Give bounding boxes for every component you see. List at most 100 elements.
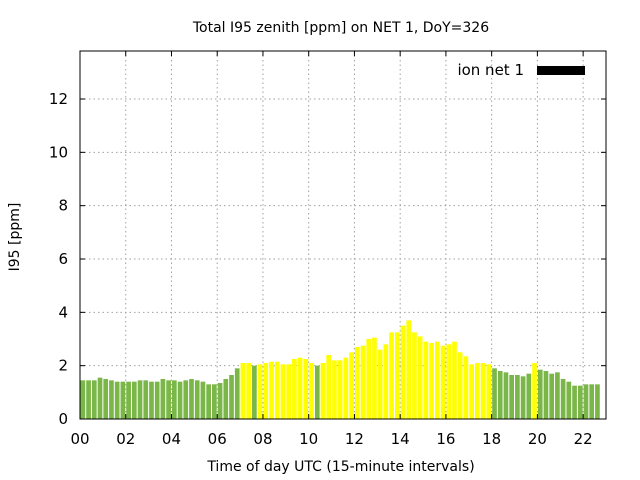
bar <box>131 381 137 419</box>
bar <box>589 384 595 419</box>
bar <box>166 380 171 419</box>
bar <box>595 384 600 419</box>
bar <box>257 364 263 419</box>
bar <box>486 364 492 419</box>
bar <box>269 361 274 419</box>
bar <box>314 365 320 419</box>
bar <box>332 360 337 419</box>
bar <box>200 381 206 419</box>
bars <box>80 320 600 419</box>
bar <box>303 359 309 419</box>
bar <box>532 363 537 419</box>
bar <box>377 349 383 419</box>
bar <box>114 381 120 419</box>
bar <box>154 381 160 419</box>
bar <box>349 352 354 419</box>
bar <box>446 344 452 419</box>
bar <box>149 381 154 419</box>
bar <box>91 380 97 419</box>
bar <box>280 364 286 419</box>
bar <box>217 383 223 419</box>
bar <box>223 379 229 419</box>
bar <box>452 341 457 419</box>
bar <box>463 356 469 419</box>
bar <box>497 371 503 419</box>
bar <box>229 375 234 419</box>
bar <box>206 384 211 419</box>
bar <box>572 385 577 419</box>
bar <box>457 352 463 419</box>
x-tick-label: 08 <box>253 430 272 448</box>
bar <box>354 347 360 419</box>
y-tick-label: 6 <box>58 250 68 268</box>
bar <box>434 341 440 419</box>
x-tick-label: 06 <box>208 430 227 448</box>
bar <box>526 373 532 419</box>
y-tick-label: 2 <box>58 357 68 375</box>
x-tick-label: 20 <box>528 430 547 448</box>
bar <box>566 381 572 419</box>
bar <box>543 371 549 419</box>
bar <box>274 361 280 419</box>
bar <box>86 380 91 419</box>
grid <box>80 51 606 419</box>
bar <box>515 375 520 419</box>
bar <box>406 320 412 419</box>
bar <box>475 363 480 419</box>
bar <box>143 380 149 419</box>
y-tick-labels: 0 2 4 6 8 10 12 <box>49 90 68 428</box>
bar <box>394 332 400 419</box>
y-tick-label: 0 <box>58 410 68 428</box>
bar <box>400 325 406 419</box>
bar <box>189 379 194 419</box>
bar <box>503 372 509 419</box>
bar <box>120 381 126 419</box>
bar <box>252 365 257 419</box>
bar <box>360 345 366 419</box>
bar <box>234 368 240 419</box>
bar <box>194 380 200 419</box>
bar <box>97 377 103 419</box>
y-tick-label: 8 <box>58 197 68 215</box>
bar <box>423 341 429 419</box>
bar <box>246 363 252 419</box>
y-tick-label: 12 <box>49 90 68 108</box>
y-tick-label: 4 <box>58 303 68 321</box>
plot-frame <box>79 50 607 420</box>
bar <box>549 373 555 419</box>
bar <box>492 368 497 419</box>
bar <box>509 375 515 419</box>
bar <box>320 363 326 419</box>
legend-swatch <box>537 66 585 75</box>
bar <box>326 355 332 419</box>
bar <box>366 339 372 419</box>
bar <box>383 344 389 419</box>
bar <box>343 357 349 419</box>
ticks <box>79 51 606 420</box>
bar <box>372 337 377 419</box>
chart-title: Total I95 zenith [ppm] on NET 1, DoY=326 <box>192 20 489 36</box>
bar <box>469 364 474 419</box>
y-tick-label: 10 <box>49 143 68 161</box>
bar <box>309 363 314 419</box>
x-tick-label: 00 <box>70 430 89 448</box>
bar <box>137 380 143 419</box>
bar <box>177 381 183 419</box>
bar <box>160 379 166 419</box>
bar <box>337 360 343 419</box>
bar <box>583 384 589 419</box>
bar <box>80 380 86 419</box>
x-tick-label: 18 <box>482 430 501 448</box>
bar <box>577 385 583 419</box>
bar <box>560 379 566 419</box>
bar <box>212 384 217 419</box>
bar <box>520 376 526 419</box>
bar <box>297 357 303 419</box>
bar <box>537 369 543 419</box>
x-tick-labels: 00 02 04 06 08 10 12 14 16 18 20 22 <box>70 430 592 448</box>
bar <box>263 363 269 419</box>
x-tick-label: 12 <box>345 430 364 448</box>
bar <box>240 363 246 419</box>
bar <box>429 343 434 419</box>
